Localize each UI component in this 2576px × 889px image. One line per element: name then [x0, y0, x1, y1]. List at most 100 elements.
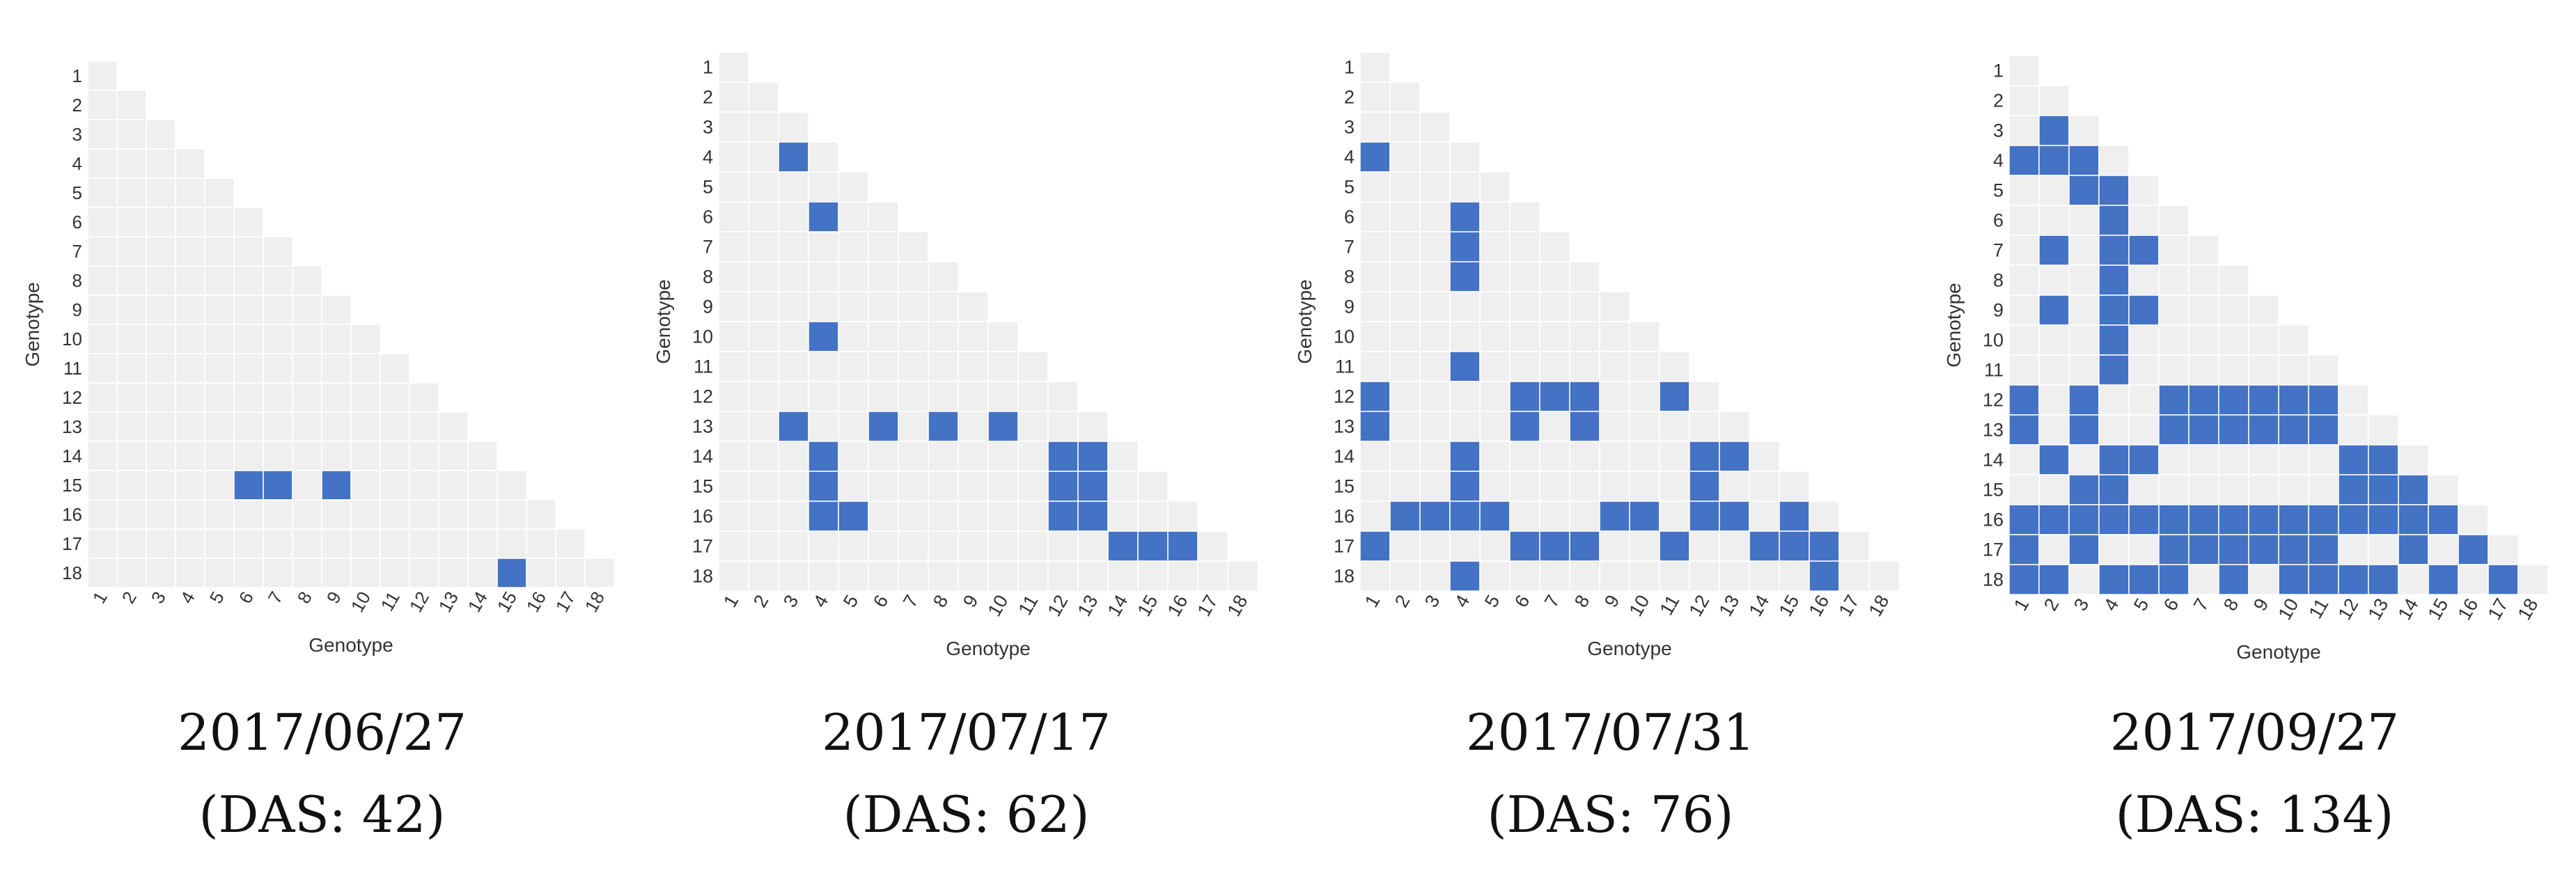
significant-cell	[2218, 564, 2249, 595]
heatmap-cell	[1359, 261, 1391, 292]
heatmap-cell	[1419, 261, 1451, 292]
heatmap-cell	[1629, 441, 1660, 472]
heatmap-cell	[1659, 501, 1690, 532]
heatmap-cell	[526, 528, 556, 559]
heatmap-cell	[1599, 321, 1630, 352]
significant-cell	[2038, 564, 2070, 595]
x-tick-label: 15	[2423, 595, 2452, 624]
y-tick-label: 18	[1983, 569, 2004, 590]
heatmap-cell	[350, 353, 381, 384]
x-tick-label: 1	[719, 592, 742, 611]
x-tick-label: 8	[1570, 592, 1593, 611]
significant-cell	[2098, 175, 2130, 206]
significant-cell	[2428, 504, 2459, 535]
heatmap-cell	[2188, 324, 2219, 356]
heatmap-cell	[2008, 324, 2040, 356]
x-tick-label: 12	[405, 588, 433, 616]
heatmap-cell	[1167, 501, 1199, 532]
heatmap-cell	[1569, 501, 1600, 532]
heatmap-cell	[808, 231, 839, 262]
y-tick-label: 12	[1334, 386, 1355, 407]
heatmap-cell	[2098, 414, 2130, 446]
heatmap-cell	[778, 321, 809, 352]
heatmap-cell	[1449, 141, 1481, 173]
caption-das-4: (DAS: 134)	[2115, 785, 2394, 844]
heatmap-cell	[1419, 530, 1451, 562]
heatmap-cell	[87, 528, 118, 559]
y-tick-label: 7	[1993, 240, 2004, 261]
heatmap-cell	[87, 411, 118, 442]
heatmap-cell	[233, 207, 264, 237]
heatmap-cell	[748, 141, 779, 173]
heatmap-cell	[2248, 564, 2279, 595]
significant-cell	[2008, 504, 2040, 535]
heatmap-cell	[2248, 294, 2279, 326]
heatmap-cell	[808, 560, 839, 592]
heatmap-cell	[146, 236, 176, 267]
x-tick-label: 3	[2070, 595, 2093, 615]
heatmap-cell	[898, 411, 929, 442]
heatmap-cell	[204, 411, 235, 442]
heatmap-cell	[1359, 111, 1391, 143]
heatmap-cell	[778, 291, 809, 322]
heatmap-cell	[2128, 534, 2160, 565]
significant-cell	[1359, 381, 1391, 412]
heatmap-cell	[2218, 294, 2249, 326]
x-tick-label: 17	[1834, 592, 1863, 620]
y-tick-label: 5	[1344, 177, 1355, 198]
heatmap-cell	[467, 528, 498, 559]
heatmap-cell	[116, 528, 147, 559]
heatmap-cell	[233, 382, 264, 413]
heatmap-cell	[321, 324, 352, 354]
heatmap-cell	[2008, 85, 2040, 116]
heatmap-cell	[718, 171, 749, 203]
heatmap-cell	[321, 499, 352, 530]
y-tick-label: 11	[1984, 360, 2004, 381]
y-tick-label: 6	[703, 207, 713, 228]
y-tick-label: 12	[62, 387, 82, 408]
x-tick-label: 10	[983, 592, 1012, 620]
significant-cell	[1449, 471, 1481, 502]
heatmap-cell	[1689, 411, 1720, 442]
heatmap-cell	[263, 324, 293, 354]
heatmap-cell	[350, 470, 381, 501]
significant-cell	[2308, 534, 2339, 565]
x-tick-label: 16	[1163, 592, 1192, 620]
heatmap-cell	[718, 530, 749, 562]
heatmap-cell	[2068, 294, 2100, 326]
significant-cell	[2278, 504, 2309, 535]
heatmap-cell	[1419, 231, 1451, 262]
heatmap-cell	[1449, 321, 1481, 352]
heatmap-cell	[292, 441, 322, 471]
heatmap-cell	[146, 353, 176, 384]
y-tick-label: 5	[703, 177, 713, 198]
x-tick-label: 10	[347, 588, 375, 616]
y-tick-label: 9	[703, 297, 713, 317]
significant-cell	[1449, 501, 1481, 532]
significant-cell	[2128, 235, 2160, 266]
heatmap-cell	[2068, 265, 2100, 296]
x-tick-label: 8	[293, 588, 316, 608]
heatmap-cell	[1539, 560, 1570, 592]
heatmap-cell	[838, 560, 869, 592]
heatmap-cell	[321, 411, 352, 442]
y-tick-label: 18	[692, 566, 713, 587]
significant-cell	[2398, 504, 2429, 535]
y-tick-label: 10	[1334, 327, 1355, 347]
heatmap-cell	[1419, 351, 1451, 382]
heatmap-cell	[467, 470, 498, 501]
heatmap-cell	[1479, 530, 1511, 562]
heatmap-cell	[116, 558, 147, 588]
heatmap-cell	[204, 324, 235, 354]
heatmap-cell	[1629, 560, 1660, 592]
x-tick-label: 14	[2394, 595, 2422, 624]
heatmap-cell	[263, 265, 293, 296]
heatmap-cell	[1479, 351, 1511, 382]
heatmap-cell	[2218, 444, 2249, 475]
heatmap-cell	[87, 558, 118, 588]
heatmap-cell	[1077, 411, 1109, 442]
heatmap-cell	[868, 201, 899, 233]
x-tick-label: 6	[2160, 595, 2183, 615]
significant-cell	[2188, 384, 2219, 416]
